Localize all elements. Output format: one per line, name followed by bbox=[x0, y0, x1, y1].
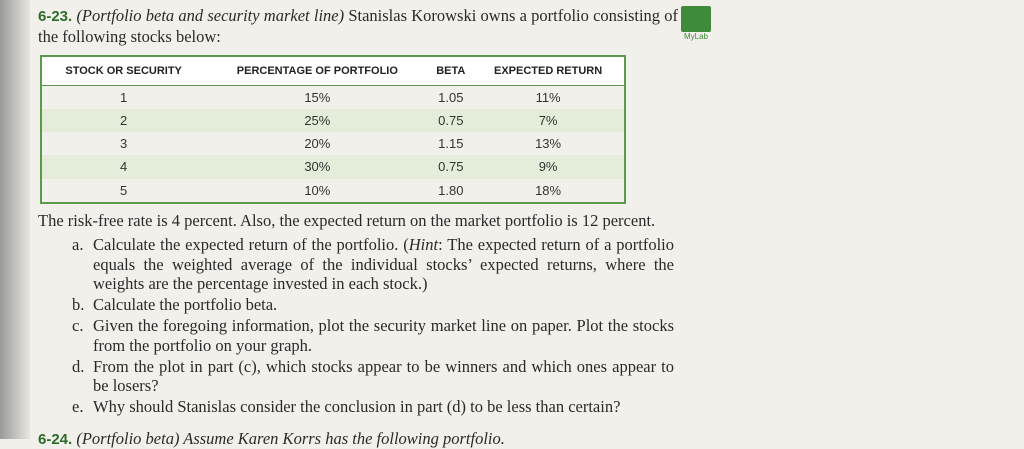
table-cell: 9% bbox=[472, 155, 625, 179]
table-cell: 30% bbox=[205, 155, 430, 179]
table-cell: 13% bbox=[535, 136, 562, 152]
table-cell: 5 bbox=[120, 182, 128, 198]
table-cell: 10% bbox=[304, 182, 331, 198]
table-cell: 0.75 bbox=[429, 109, 473, 133]
item-text-before: Calculate the expected return of the por… bbox=[93, 235, 409, 254]
table-cell: 0.75 bbox=[429, 155, 473, 179]
item-letter: a. bbox=[72, 235, 84, 254]
question-item: c. Given the foregoing information, plot … bbox=[72, 316, 674, 355]
icon-label: MyLab bbox=[683, 32, 708, 41]
question-item: b. Calculate the portfolio beta. bbox=[72, 295, 674, 315]
table-cell: 11% bbox=[535, 90, 561, 106]
item-text: Why should Stanislas consider the conclu… bbox=[93, 397, 621, 416]
item-text: Calculate the expected return of the por… bbox=[93, 235, 674, 294]
table-row: 1 15% 1.05 11% bbox=[41, 86, 625, 110]
item-letter: c. bbox=[72, 316, 84, 335]
next-problem: 6-24. (Portfolio beta) Assume Karen Korr… bbox=[38, 429, 505, 449]
table-cell: 18% bbox=[535, 182, 562, 198]
question-item: d. From the plot in part (c), which stock… bbox=[72, 357, 674, 396]
page-shadow bbox=[0, 0, 30, 439]
table-cell: 2 bbox=[41, 109, 206, 133]
table-cell: 25% bbox=[205, 109, 430, 133]
question-item: a. Calculate the expected return of the p… bbox=[72, 235, 674, 294]
item-text: Given the foregoing information, plot th… bbox=[93, 316, 674, 355]
problem-topic: (Portfolio beta and security market line… bbox=[76, 6, 345, 25]
item-letter: e. bbox=[72, 397, 84, 416]
column-header: PERCENTAGE OF PORTFOLIO bbox=[205, 56, 430, 86]
paragraph: The risk-free rate is 4 percent. Also, t… bbox=[38, 211, 656, 230]
item-letter: b. bbox=[72, 295, 85, 314]
stock-table: STOCK OR SECURITY PERCENTAGE OF PORTFOLIO… bbox=[40, 55, 626, 204]
table-cell: 4 bbox=[41, 155, 206, 179]
problem-number: 6-23. bbox=[38, 8, 73, 25]
column-header: EXPECTED RETURN bbox=[472, 56, 625, 86]
item-letter: d. bbox=[72, 356, 85, 376]
column-header: BETA bbox=[429, 56, 473, 86]
problem-text: Stanislas Korowski owns a portfolio cons… bbox=[38, 6, 678, 46]
item-text: Calculate the portfolio beta. bbox=[93, 295, 278, 314]
table-row: 4 30% 0.75 9% bbox=[41, 155, 625, 179]
item-text-after: : The expected return of a portfolio equ… bbox=[93, 235, 675, 293]
table-cell: 20% bbox=[304, 136, 331, 152]
mylab-icon[interactable]: MyLab bbox=[676, 6, 716, 41]
question-list: a. Calculate the expected return of the p… bbox=[72, 235, 674, 418]
table-cell: 7% bbox=[472, 109, 625, 133]
table-row: 3 20% 1.15 13% bbox=[41, 132, 625, 155]
table-row: 5 10% 1.80 18% bbox=[41, 179, 625, 204]
next-number: 6-24. bbox=[38, 431, 73, 448]
question-item: e. Why should Stanislas consider the conc… bbox=[72, 397, 674, 417]
hint-label: Hint bbox=[408, 235, 439, 254]
table-cell: 3 bbox=[120, 136, 128, 152]
item-text: From the plot in part (c), which stocks … bbox=[93, 356, 674, 396]
excel-icon bbox=[681, 6, 711, 32]
table-cell: 1.15 bbox=[438, 136, 464, 152]
table-cell: 15% bbox=[304, 90, 331, 106]
table-cell: 1.80 bbox=[438, 182, 464, 198]
problem-intro: 6-23. (Portfolio beta and security marke… bbox=[38, 6, 678, 47]
table-cell: 1.05 bbox=[438, 90, 464, 106]
page: {"problem":{"number":"6-23.","topic":"(P… bbox=[0, 0, 716, 448]
table-cell: 1 bbox=[120, 90, 128, 106]
header-row: STOCK OR SECURITY PERCENTAGE OF PORTFOLIO… bbox=[41, 56, 625, 86]
column-header: STOCK OR SECURITY bbox=[41, 56, 206, 86]
table-row: 2 25% 0.75 7% bbox=[41, 109, 625, 133]
